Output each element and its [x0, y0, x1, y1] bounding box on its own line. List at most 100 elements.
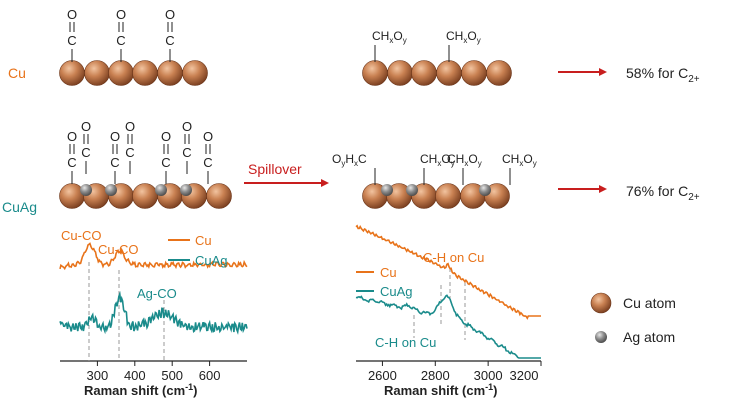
cu-atom: [387, 60, 413, 86]
carbon-label: C: [165, 33, 174, 48]
right-cuag-spectrum: [355, 294, 541, 359]
right-raman-plot: C-H on Cu C-H on Cu Cu CuAg 2600 2800 3000…: [355, 224, 542, 398]
left-ann-cuco-2: Cu-CO: [98, 242, 138, 257]
carbon-label: C: [116, 33, 125, 48]
ch-main: CH: [447, 152, 464, 166]
ch-sub-y: y: [478, 159, 482, 168]
chxoy-label: CHxOy: [372, 29, 407, 45]
right-ann-ch-top: C-H on Cu: [423, 250, 484, 265]
oyhxc-part: C: [358, 152, 367, 166]
cu-atom: [411, 60, 437, 86]
cu-atom: [435, 183, 461, 209]
cu-atom: [108, 60, 134, 86]
carbon-label: C: [182, 145, 191, 160]
cu-atom: [206, 183, 232, 209]
ch-sub-y: y: [451, 159, 455, 168]
spillover-label: Spillover: [248, 161, 302, 177]
chxoy-label: CHxOy: [420, 152, 455, 168]
ch-sub-x: x: [519, 159, 523, 168]
left-legend-cu: Cu: [195, 233, 212, 248]
ag-atom: [155, 184, 167, 196]
cu-atom: [59, 60, 85, 86]
carbon-label: C: [203, 155, 212, 170]
ch-main: CH: [420, 152, 437, 166]
ch-sub-x: x: [389, 36, 393, 45]
cu-atom: [182, 60, 208, 86]
oxygen-label: O: [203, 129, 213, 144]
carbon-label: C: [81, 145, 90, 160]
cu-atom: [157, 60, 183, 86]
cu-atom: [132, 60, 158, 86]
ag-atom: [381, 184, 393, 196]
oyhxc-part: y: [341, 159, 345, 168]
right-ann-ch-bottom: C-H on Cu: [375, 335, 436, 350]
cu-atom: [461, 60, 487, 86]
oxygen-label: O: [165, 7, 175, 22]
right-legend-cu: Cu: [380, 265, 397, 280]
carbon-label: C: [67, 33, 76, 48]
ch-main: CH: [446, 29, 463, 43]
left-cu-spectrum: [59, 242, 248, 271]
cu-atom: [362, 60, 388, 86]
right-cu-spectrum: [355, 224, 541, 320]
carbon-label: C: [110, 155, 119, 170]
ch-o: O: [393, 29, 402, 43]
ch-sub-y: y: [533, 159, 537, 168]
ch-main: CH: [372, 29, 389, 43]
oxygen-label: O: [67, 129, 77, 144]
left-xlabel: Raman shift (cm-1): [84, 382, 198, 398]
ch-o: O: [441, 152, 450, 166]
chxoy-label: CHxOy: [446, 29, 481, 45]
ag-atom: [180, 184, 192, 196]
cu-atom: [132, 183, 158, 209]
ch-sub-x: x: [437, 159, 441, 168]
cu-atom: [436, 60, 462, 86]
ag-atom: [105, 184, 117, 196]
cu-atom: [486, 60, 512, 86]
left-cuag-spectrum: [59, 291, 248, 335]
carbon-label: C: [161, 155, 170, 170]
left-ann-agco: Ag-CO: [137, 286, 177, 301]
right-tick-label: 2600: [368, 368, 397, 383]
oyhxc-part: H: [345, 152, 354, 166]
right-legend-cuag: CuAg: [380, 284, 413, 299]
right-tick-label: 3000: [474, 368, 503, 383]
oyhxc-label: OyHxC: [332, 152, 367, 168]
ch-sub-y: y: [403, 36, 407, 45]
legend-ag-atom-label: Ag atom: [623, 329, 675, 345]
left-tick-label: 300: [87, 368, 109, 383]
row-label-cuag: CuAg: [2, 199, 37, 215]
oyhxc-part: x: [354, 159, 358, 168]
right-tick-label: 3200: [510, 368, 539, 383]
right-xlabel: Raman shift (cm-1): [384, 382, 498, 398]
oxygen-label: O: [161, 129, 171, 144]
ch-sub-x: x: [464, 159, 468, 168]
oxygen-label: O: [67, 7, 77, 22]
result-cu: 58% for C2+: [626, 65, 700, 85]
ch-sub-y: y: [477, 36, 481, 45]
result-cuag: 76% for C2+: [626, 183, 700, 203]
left-ann-cuco-1: Cu-CO: [61, 228, 101, 243]
left-legend-cuag: CuAg: [195, 253, 228, 268]
ag-atom: [80, 184, 92, 196]
ag-atom: [479, 184, 491, 196]
ch-o: O: [468, 152, 477, 166]
cu-atom: [84, 60, 110, 86]
chxoy-label: CHxOy: [447, 152, 482, 168]
oxygen-label: O: [116, 7, 126, 22]
carbon-label: C: [67, 155, 76, 170]
oxygen-label: O: [125, 119, 135, 134]
ag-atom: [406, 184, 418, 196]
legend-cu-atom-label: Cu atom: [623, 295, 676, 311]
left-tick-label: 500: [161, 368, 183, 383]
left-raman-plot: Cu-CO Cu-CO Ag-CO Cu CuAg 300 400 500 600 R…: [59, 228, 248, 398]
oyhxc-part: O: [332, 152, 341, 166]
ch-o: O: [523, 152, 532, 166]
left-tick-label: 600: [199, 368, 221, 383]
ch-main: CH: [502, 152, 519, 166]
legend-ag-atom-icon: [595, 331, 607, 343]
